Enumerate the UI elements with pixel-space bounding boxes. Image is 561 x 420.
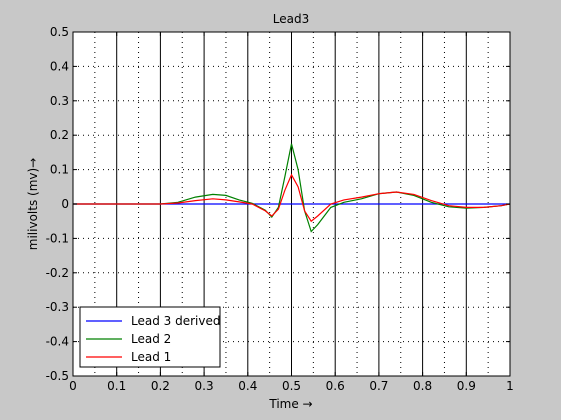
y-tick-label-6: -0.1 — [46, 231, 69, 245]
legend-items: Lead 3 derived Lead 2 Lead 1 — [86, 314, 220, 364]
y-tick-label-10: -0.5 — [46, 369, 69, 383]
y-tick-label-4: 0.1 — [50, 163, 69, 177]
legend-label-2: Lead 1 — [131, 350, 171, 364]
x-tick-label-10: 1 — [506, 379, 514, 393]
axis-ticks: 0 0.1 0.2 0.3 0.4 0.5 0.6 0.7 0.8 0.9 1 0.5 0.4 0.3 0.… — [46, 25, 514, 393]
legend: Lead 3 derived Lead 2 Lead 1 — [79, 306, 221, 368]
x-tick-label-1: 0.1 — [107, 379, 126, 393]
x-tick-label-9: 0.9 — [457, 379, 476, 393]
series-line-2 — [73, 173, 511, 223]
x-axis-label: Time → — [268, 397, 312, 411]
x-tick-label-8: 0.8 — [413, 379, 432, 393]
x-tick-label-4: 0.4 — [238, 379, 257, 393]
legend-label-1: Lead 2 — [131, 332, 171, 346]
y-tick-label-8: -0.3 — [46, 300, 69, 314]
y-tick-label-2: 0.3 — [50, 94, 69, 108]
x-tick-label-3: 0.3 — [195, 379, 214, 393]
x-tick-label-2: 0.2 — [151, 379, 170, 393]
y-axis-label: milivolts (mv)→ — [26, 158, 40, 250]
y-tick-label-0: 0.5 — [50, 25, 69, 39]
x-tick-label-0: 0 — [69, 379, 77, 393]
legend-label-0: Lead 3 derived — [131, 314, 220, 328]
y-tick-label-3: 0.2 — [50, 128, 69, 142]
y-tick-label-9: -0.4 — [46, 335, 69, 349]
series-lines — [73, 143, 511, 233]
x-tick-label-6: 0.6 — [326, 379, 345, 393]
x-tick-label-5: 0.5 — [282, 379, 301, 393]
y-tick-label-1: 0.4 — [50, 59, 69, 73]
y-tick-label-7: -0.2 — [46, 266, 69, 280]
y-tick-label-5: 0 — [61, 197, 69, 211]
chart-title: Lead3 — [273, 12, 309, 26]
x-tick-label-7: 0.7 — [369, 379, 388, 393]
